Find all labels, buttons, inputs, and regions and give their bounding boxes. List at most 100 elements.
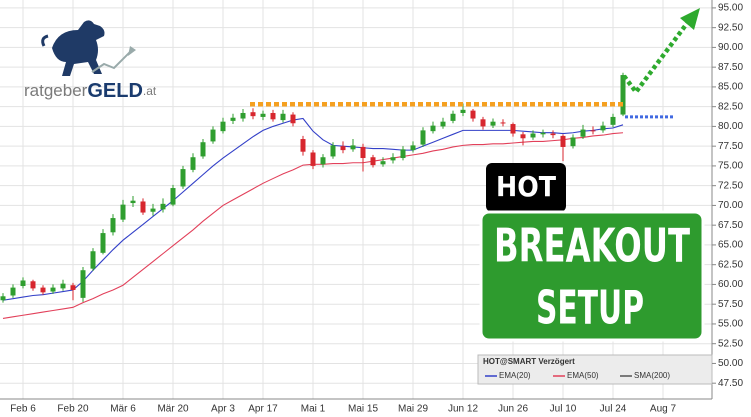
candle-body — [280, 113, 286, 121]
candle-body — [590, 130, 596, 132]
marks — [0, 72, 626, 319]
candle-body — [330, 145, 336, 157]
y-tick-label: 87.50 — [718, 62, 743, 73]
y-tick-label: 70.00 — [718, 200, 743, 211]
candle-body — [620, 75, 626, 115]
x-tick-label: Jun 26 — [498, 404, 528, 415]
arrow-line — [622, 20, 690, 96]
candle-body — [290, 114, 296, 124]
candle-body — [350, 145, 356, 150]
candle-body — [70, 285, 76, 290]
candle-body — [110, 218, 116, 233]
candle-body — [150, 208, 156, 212]
x-tick-label: Apr 17 — [248, 404, 278, 415]
logo-part: ratgeber — [24, 81, 88, 100]
candle-body — [530, 133, 536, 138]
candle-body — [250, 112, 256, 117]
x-tick-label: Jun 12 — [448, 404, 478, 415]
ma-line — [2, 117, 624, 301]
candle-body — [600, 125, 606, 131]
candle-body — [200, 142, 206, 157]
x-tick-label: Mär 20 — [157, 404, 189, 415]
x-tick-label: Apr 3 — [211, 404, 235, 415]
candle-body — [90, 251, 96, 269]
y-tick-label: 85.00 — [718, 82, 743, 93]
candle-body — [400, 149, 406, 159]
badge-box — [486, 163, 566, 212]
x-tick-label: Jul 24 — [600, 404, 627, 415]
candle-body — [20, 280, 26, 287]
logo-text: ratgeberGELD.at — [24, 80, 157, 102]
candle-body — [480, 119, 486, 127]
headline-box — [479, 210, 705, 342]
y-tick-label: 72.50 — [718, 180, 743, 191]
candle-body — [180, 169, 186, 187]
y-tick-label: 52.50 — [718, 338, 743, 349]
breakout-arrow — [622, 8, 700, 96]
logo: ratgeberGELD.at — [24, 20, 157, 102]
logo-arrow — [128, 46, 136, 56]
candle-body — [230, 117, 236, 121]
candle-body — [210, 129, 216, 142]
y-tick-label: 67.50 — [718, 220, 743, 231]
bull-tail — [41, 34, 49, 47]
candle-body — [510, 124, 516, 134]
candle-body — [320, 157, 326, 165]
y-tick-label: 80.00 — [718, 121, 743, 132]
candle-body — [360, 146, 366, 159]
y-tick-label: 50.00 — [718, 358, 743, 369]
candle-body — [80, 270, 86, 298]
logo-trend — [91, 51, 131, 73]
candle-body — [490, 121, 496, 126]
y-tick-label: 60.00 — [718, 279, 743, 290]
x-tick-label: Mai 15 — [348, 404, 378, 415]
x-tick-label: Jul 10 — [550, 404, 577, 415]
x-tick-label: Aug 7 — [650, 404, 677, 415]
y-tick-label: 77.50 — [718, 141, 743, 152]
bull-icon — [52, 20, 105, 76]
y-tick-label: 65.00 — [718, 240, 743, 251]
candle-body — [420, 130, 426, 145]
legend-box — [477, 354, 713, 385]
x-tick-label: Feb 20 — [57, 404, 89, 415]
candle-body — [380, 161, 386, 165]
y-tick-label: 92.50 — [718, 22, 743, 33]
x-tick-label: Feb 6 — [10, 404, 36, 415]
badge-text: HOT — [496, 170, 556, 203]
candle-body — [160, 203, 166, 210]
x-tick-label: Mai 1 — [301, 404, 326, 415]
candle-body — [310, 152, 316, 166]
candle-body — [570, 137, 576, 147]
legend-label: EMA(50) — [567, 371, 599, 380]
y-tick-label: 82.50 — [718, 101, 743, 112]
candle-body — [10, 287, 16, 296]
candle-body — [50, 287, 56, 292]
y-tick-label: 57.50 — [718, 299, 743, 310]
candle-body — [540, 132, 546, 135]
candle-body — [220, 121, 226, 132]
candle-body — [260, 113, 266, 117]
logo-part: .at — [143, 84, 157, 98]
candle-body — [580, 129, 586, 137]
candle-body — [470, 110, 476, 119]
candle-body — [140, 201, 146, 213]
candle-body — [460, 109, 466, 113]
candle-body — [60, 283, 66, 289]
candle-body — [130, 200, 136, 204]
headline-text: BREAKOUT — [494, 219, 690, 273]
y-tick-label: 95.00 — [718, 3, 743, 14]
x-tick-label: Mai 29 — [398, 404, 428, 415]
y-tick-label: 75.00 — [718, 161, 743, 172]
y-tick-label: 90.00 — [718, 42, 743, 53]
y-tick-label: 62.50 — [718, 259, 743, 270]
candle-body — [170, 188, 176, 205]
candle-body — [410, 145, 416, 151]
y-tick-label: 55.00 — [718, 319, 743, 330]
candle-body — [270, 112, 276, 120]
candle-body — [40, 287, 46, 293]
legend-label: SMA(200) — [634, 371, 670, 380]
y-tick-label: 47.50 — [718, 378, 743, 389]
arrow-head — [680, 8, 700, 30]
